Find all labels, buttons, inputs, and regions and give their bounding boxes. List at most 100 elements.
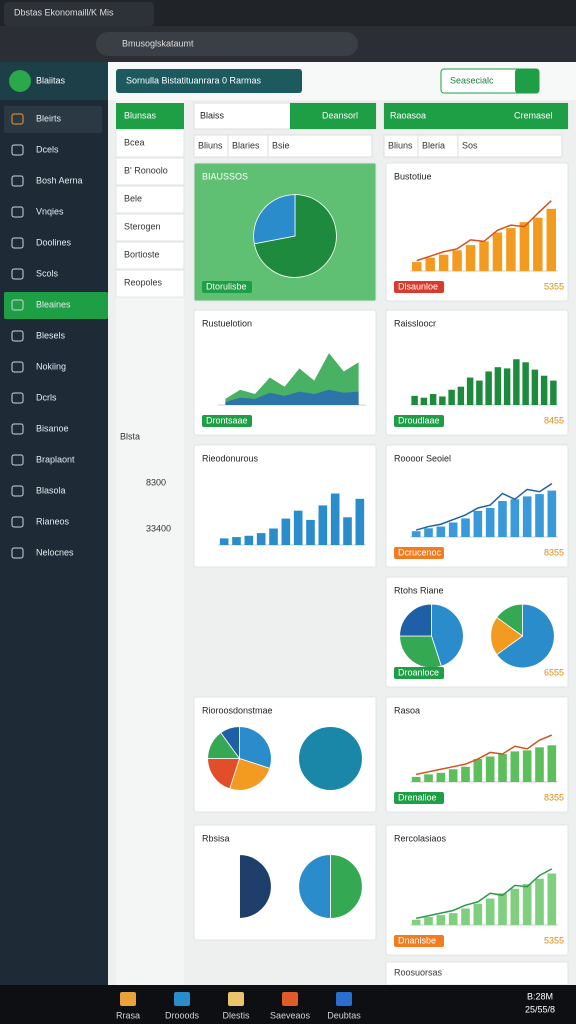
- bar: [547, 745, 557, 782]
- sidebar-item[interactable]: Vnqies: [36, 206, 64, 216]
- subnav-item[interactable]: Reopoles: [124, 277, 163, 287]
- sidebar-item[interactable]: Bosh Aerna: [36, 175, 83, 185]
- card-title: Rbsisa: [202, 833, 230, 843]
- subnav-item[interactable]: Sterogen: [124, 221, 161, 231]
- taskbar-app-icon[interactable]: [282, 992, 298, 1006]
- card-button[interactable]: [394, 415, 444, 427]
- bar: [306, 519, 315, 545]
- panel-button[interactable]: [482, 103, 568, 129]
- sidebar-item[interactable]: Dcels: [36, 144, 59, 154]
- sidebar-item[interactable]: Bisanoe: [36, 423, 69, 433]
- card-note: 5355: [544, 281, 564, 291]
- bar: [510, 499, 520, 537]
- bar: [448, 913, 458, 925]
- taskbar-app-icon[interactable]: [174, 992, 190, 1006]
- pie-slice: [330, 854, 363, 919]
- sidebar-item[interactable]: Blesels: [36, 330, 66, 340]
- sidebar-active: [4, 292, 108, 319]
- bar: [535, 878, 544, 925]
- taskbar-app-icon[interactable]: [336, 992, 352, 1006]
- bar: [424, 528, 433, 537]
- bar: [343, 517, 352, 545]
- sidebar-item[interactable]: Braplaont: [36, 454, 75, 464]
- filter[interactable]: [457, 134, 563, 158]
- card-button[interactable]: [394, 935, 444, 947]
- taskbar-app[interactable]: Rrasa: [116, 1010, 140, 1020]
- card-button[interactable]: [202, 281, 252, 293]
- filter-label: Blaries: [232, 140, 260, 150]
- subnav-label: 33400: [146, 523, 171, 533]
- subnav-item[interactable]: Bele: [124, 193, 142, 203]
- pie-slice: [239, 726, 272, 769]
- card-button[interactable]: [394, 667, 444, 679]
- bar: [411, 919, 421, 925]
- sidebar-item[interactable]: Bleirts: [36, 113, 62, 123]
- bar: [522, 750, 532, 782]
- bar: [425, 257, 435, 271]
- banner[interactable]: [116, 69, 302, 93]
- card-note: 6555: [544, 667, 564, 677]
- line: [416, 200, 552, 262]
- tab-title: Dbstas Ekonomaill/K Mis: [14, 7, 114, 17]
- address-bar[interactable]: [96, 32, 358, 56]
- panel-head-bg: [384, 103, 482, 129]
- pie-slice: [207, 854, 240, 919]
- filter-label: Bsie: [272, 140, 290, 150]
- taskbar-app[interactable]: Drooods: [165, 1010, 200, 1020]
- card-button[interactable]: [394, 281, 444, 293]
- subnav-label: 8300: [146, 477, 166, 487]
- panel-title: Raoasoa: [390, 110, 426, 120]
- logo: Blaiitas: [36, 75, 66, 85]
- taskbar-app-icon[interactable]: [228, 992, 244, 1006]
- bar: [461, 908, 470, 925]
- sidebar-item[interactable]: Nelocnes: [36, 547, 74, 557]
- line: [415, 483, 553, 531]
- logo-icon: [9, 70, 31, 92]
- pie-slice: [298, 726, 363, 791]
- tab[interactable]: [4, 2, 154, 26]
- panel-button-label: Cremasel: [514, 110, 553, 120]
- bar: [436, 772, 446, 782]
- sidebar-item[interactable]: Doolines: [36, 237, 72, 247]
- taskbar-app[interactable]: Dlestis: [222, 1010, 250, 1020]
- sidebar-icon: [11, 237, 24, 249]
- sidebar-item[interactable]: Rianeos: [36, 516, 70, 526]
- sidebar-icon: [11, 392, 24, 404]
- taskbar-app[interactable]: Saeveaos: [270, 1010, 311, 1020]
- bar: [531, 369, 539, 405]
- sidebar-icon: [11, 361, 24, 373]
- sidebar-icon: [11, 144, 24, 156]
- action-icon[interactable]: [515, 69, 539, 93]
- pie-slice: [207, 758, 241, 790]
- sidebar-icon: [11, 423, 24, 435]
- bar: [355, 498, 365, 545]
- sidebar-item[interactable]: Bleaines: [36, 299, 71, 309]
- bar: [540, 375, 548, 405]
- pie-slice: [229, 757, 271, 791]
- bar: [466, 377, 474, 405]
- subnav-item[interactable]: B' Ronoolo: [124, 165, 168, 175]
- taskbar-app-icon[interactable]: [120, 992, 136, 1006]
- taskbar-app[interactable]: Deubtas: [327, 1010, 361, 1020]
- panel-button[interactable]: [290, 103, 376, 129]
- sidebar-item[interactable]: Dcrls: [36, 392, 57, 402]
- sidebar-icon: [11, 113, 24, 125]
- card-button[interactable]: [394, 547, 444, 559]
- card-button[interactable]: [394, 792, 444, 804]
- subnav-item[interactable]: Bortioste: [124, 249, 160, 259]
- sidebar-item[interactable]: Scols: [36, 268, 59, 278]
- filter[interactable]: [267, 134, 373, 158]
- card-title: Raissloocr: [394, 318, 436, 328]
- bar: [485, 898, 495, 925]
- sidebar-item[interactable]: Blasola: [36, 485, 66, 495]
- bar: [533, 217, 543, 271]
- bar: [479, 241, 489, 271]
- subnav-head[interactable]: [116, 103, 184, 129]
- subnav-item[interactable]: Bcea: [124, 137, 145, 147]
- bar: [473, 903, 483, 925]
- card-button[interactable]: [202, 415, 252, 427]
- sidebar-item[interactable]: Nokiing: [36, 361, 66, 371]
- bar: [461, 766, 470, 782]
- pie-slice: [496, 603, 555, 669]
- subnav-label: Blsta: [120, 431, 140, 441]
